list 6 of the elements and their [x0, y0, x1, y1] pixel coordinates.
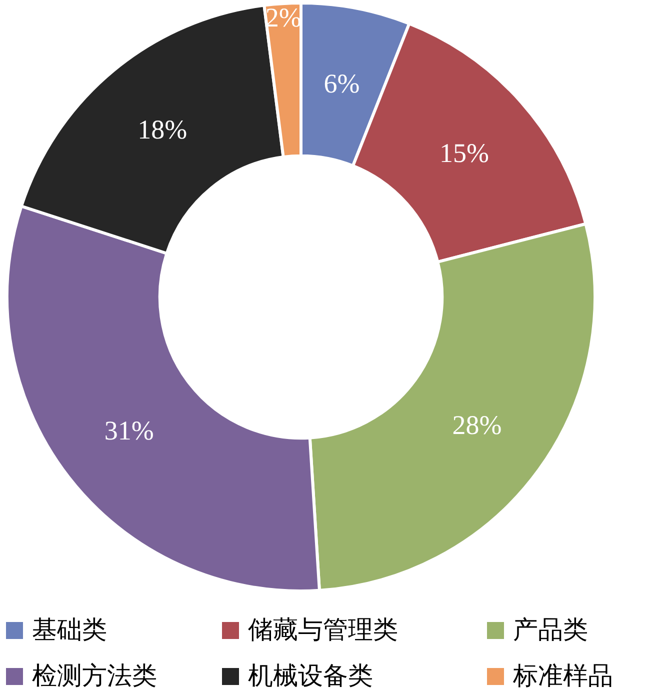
legend-label: 检测方法类 [32, 662, 157, 690]
legend-label: 产品类 [513, 617, 588, 644]
legend-label: 基础类 [32, 617, 107, 644]
legend-label: 储藏与管理类 [248, 617, 398, 644]
legend-label: 机械设备类 [248, 663, 373, 690]
legend-label: 标准样品 [512, 663, 613, 690]
